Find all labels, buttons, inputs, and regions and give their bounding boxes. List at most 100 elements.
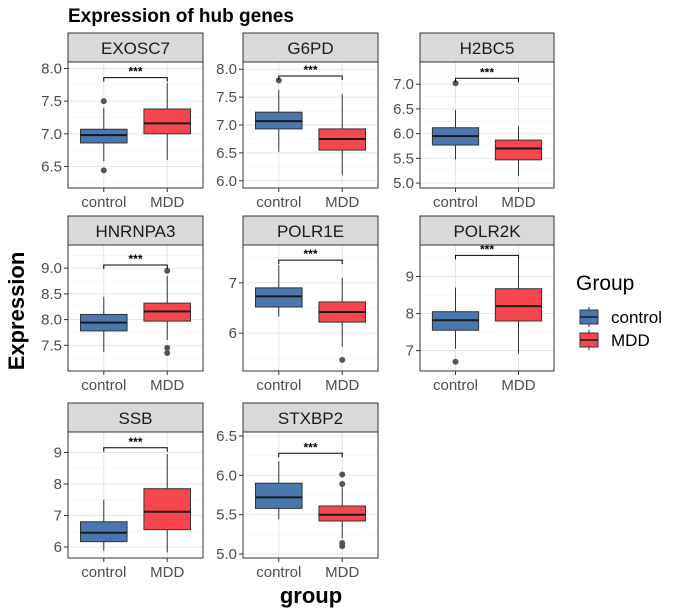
y-tick-label: 7.0 bbox=[216, 117, 237, 134]
y-axis-title: Expression bbox=[4, 252, 29, 371]
y-tick-label: 5.0 bbox=[393, 175, 414, 192]
facet-strip-label: H2BC5 bbox=[460, 39, 515, 58]
y-tick-label: 6.0 bbox=[393, 126, 414, 143]
x-axis-title: group bbox=[280, 583, 342, 608]
x-tick-label: control bbox=[81, 564, 126, 581]
outlier-point bbox=[452, 80, 459, 87]
panel-border bbox=[67, 61, 204, 189]
facet-strip bbox=[67, 402, 204, 433]
outlier-point bbox=[339, 480, 346, 487]
x-tick-label: control bbox=[81, 377, 126, 394]
facet-strip-label: STXBP2 bbox=[278, 409, 343, 428]
significance-bracket bbox=[103, 264, 168, 270]
box-body bbox=[254, 287, 303, 308]
outlier-point bbox=[164, 350, 171, 356]
box-body bbox=[254, 482, 303, 509]
legend: Group control MDD bbox=[576, 272, 662, 350]
x-tick-label: control bbox=[256, 377, 301, 394]
legend-title: Group bbox=[576, 272, 634, 295]
significance-bracket bbox=[455, 254, 519, 260]
box-mdd bbox=[318, 277, 367, 363]
panel-border bbox=[242, 244, 379, 372]
x-tick-label: MDD bbox=[501, 194, 535, 211]
box-control bbox=[431, 80, 480, 160]
x-tick-label: MDD bbox=[150, 194, 184, 211]
facet-panel-stxbp2: STXBP2 5.0 5.5 6.0 6.5 *** control MDD bbox=[216, 402, 379, 581]
y-tick-label: 6 bbox=[54, 539, 62, 556]
outlier-point bbox=[339, 543, 346, 550]
box-mdd bbox=[494, 259, 543, 354]
facet-strip bbox=[242, 402, 379, 433]
y-tick-label: 6.0 bbox=[216, 467, 237, 484]
facet-strip bbox=[67, 32, 204, 63]
box-mdd bbox=[318, 471, 367, 550]
facet-panel-exosc7: EXOSC7 6.5 7.0 7.5 8.0 *** control MDD bbox=[41, 32, 204, 211]
outlier-point bbox=[100, 167, 107, 174]
box-body bbox=[143, 488, 192, 531]
panel-border bbox=[242, 61, 379, 189]
facet-strip-label: HNRNPA3 bbox=[96, 222, 176, 241]
x-tick-label: MDD bbox=[325, 194, 359, 211]
x-tick-label: control bbox=[81, 194, 126, 211]
box-mdd bbox=[143, 82, 192, 160]
box-control bbox=[79, 499, 128, 551]
chart-title: Expression of hub genes bbox=[68, 6, 294, 27]
significance-label: *** bbox=[128, 252, 142, 266]
y-tick-label: 8 bbox=[54, 476, 62, 493]
significance-bracket bbox=[278, 259, 343, 265]
box-mdd bbox=[318, 94, 367, 176]
y-tick-label: 6.0 bbox=[216, 173, 237, 190]
outlier-point bbox=[339, 471, 346, 478]
facet-panels: EXOSC7 6.5 7.0 7.5 8.0 *** control MDD G6PD 6.0 6.… bbox=[41, 32, 555, 581]
y-tick-label: 7 bbox=[406, 343, 414, 360]
x-tick-label: control bbox=[256, 564, 301, 581]
facet-strip-label: POLR2K bbox=[453, 222, 521, 241]
facet-panel-h2bc5: H2BC5 5.0 5.5 6.0 6.5 7.0 *** control MDD bbox=[393, 32, 555, 211]
x-tick-label: control bbox=[256, 194, 301, 211]
box-body bbox=[79, 521, 128, 543]
box-control bbox=[254, 461, 303, 520]
y-tick-label: 7.5 bbox=[41, 337, 62, 354]
facet-strip-label: SSB bbox=[118, 409, 152, 428]
legend-item-mdd: MDD bbox=[579, 330, 650, 350]
facet-panel-polr1e: POLR1E 6 7 *** control MDD bbox=[229, 215, 379, 394]
significance-label: *** bbox=[480, 65, 494, 79]
significance-bracket bbox=[278, 75, 343, 80]
facet-strip bbox=[242, 32, 379, 63]
box-control bbox=[79, 296, 128, 352]
x-tick-label: MDD bbox=[325, 564, 359, 581]
facet-panel-ssb: SSB 6 7 8 9 *** control MDD bbox=[54, 402, 204, 581]
outlier-point bbox=[339, 356, 346, 363]
y-tick-label: 6.5 bbox=[393, 101, 414, 118]
significance-label: *** bbox=[128, 65, 142, 79]
box-body bbox=[143, 108, 192, 135]
significance-label: *** bbox=[303, 440, 317, 454]
y-tick-label: 8.0 bbox=[41, 312, 62, 329]
x-tick-label: MDD bbox=[150, 377, 184, 394]
box-mdd bbox=[494, 126, 543, 176]
facet-strip-label: EXOSC7 bbox=[101, 39, 170, 58]
x-tick-label: MDD bbox=[325, 377, 359, 394]
box-control bbox=[254, 265, 303, 317]
facet-strip-label: G6PD bbox=[287, 39, 333, 58]
y-tick-label: 6.5 bbox=[216, 428, 237, 445]
y-tick-label: 7.5 bbox=[216, 89, 237, 106]
significance-label: *** bbox=[303, 63, 317, 77]
y-tick-label: 7.0 bbox=[393, 76, 414, 93]
facet-panel-g6pd: G6PD 6.0 6.5 7.0 7.5 8.0 *** control MDD bbox=[216, 32, 379, 211]
y-tick-label: 8.5 bbox=[41, 286, 62, 303]
facet-panel-polr2k: POLR2K 7 8 9 *** control MDD bbox=[406, 215, 555, 394]
x-tick-label: MDD bbox=[150, 564, 184, 581]
y-tick-label: 7.0 bbox=[41, 126, 62, 143]
x-tick-label: control bbox=[433, 377, 478, 394]
y-tick-label: 6.5 bbox=[41, 158, 62, 175]
y-tick-label: 6.5 bbox=[216, 145, 237, 162]
significance-label: *** bbox=[128, 435, 142, 449]
box-control bbox=[79, 98, 128, 174]
legend-label: control bbox=[611, 308, 662, 327]
outlier-point bbox=[164, 267, 171, 274]
box-body bbox=[318, 505, 367, 522]
outlier-point bbox=[452, 358, 459, 365]
y-tick-label: 9.0 bbox=[41, 260, 62, 277]
